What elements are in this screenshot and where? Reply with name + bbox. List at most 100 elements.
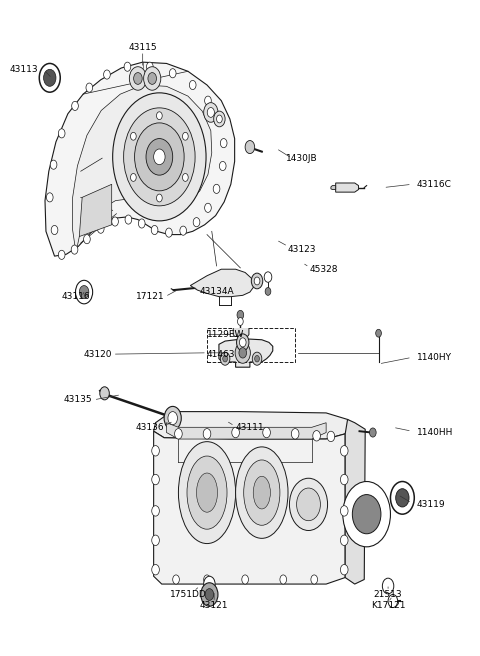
Text: 43115: 43115 [128,43,157,52]
Polygon shape [219,339,273,367]
Circle shape [112,217,119,226]
Bar [207,328,295,362]
Circle shape [175,428,182,439]
Polygon shape [154,411,355,439]
Polygon shape [233,328,249,337]
Circle shape [220,138,227,148]
Circle shape [245,140,255,154]
Text: 43111: 43111 [236,422,264,432]
Circle shape [376,329,382,337]
Circle shape [297,488,321,521]
Circle shape [71,245,78,254]
Text: 41463: 41463 [207,350,236,359]
Polygon shape [331,186,336,190]
Text: 1751DD: 1751DD [169,590,206,599]
Ellipse shape [196,473,217,512]
Circle shape [152,564,159,575]
Circle shape [124,108,195,206]
Circle shape [168,411,178,424]
Circle shape [289,478,327,531]
Circle shape [263,427,270,438]
Circle shape [242,575,249,584]
Ellipse shape [244,460,280,525]
Circle shape [129,67,146,91]
Circle shape [154,149,165,165]
Circle shape [203,428,211,439]
Circle shape [388,594,397,607]
Circle shape [173,575,180,584]
Ellipse shape [187,456,227,529]
Circle shape [39,64,60,92]
Text: 1140HY: 1140HY [417,353,452,362]
Circle shape [340,445,348,456]
Circle shape [235,342,251,363]
Circle shape [343,482,390,547]
Circle shape [164,406,181,430]
Circle shape [151,226,158,235]
Circle shape [239,348,247,358]
Circle shape [169,69,176,78]
Circle shape [237,334,249,351]
Text: 43113: 43113 [9,66,38,75]
Circle shape [340,564,348,575]
Polygon shape [191,269,254,297]
Circle shape [352,495,381,534]
Circle shape [201,583,218,606]
Polygon shape [336,183,359,192]
Circle shape [216,115,222,123]
Text: 43119: 43119 [417,500,445,509]
Polygon shape [79,184,112,237]
Circle shape [193,218,200,227]
Circle shape [219,161,226,171]
Circle shape [340,535,348,546]
Circle shape [146,62,153,72]
Circle shape [311,575,318,584]
Circle shape [232,427,240,438]
Text: 43134A: 43134A [200,287,235,296]
Circle shape [138,219,145,228]
Circle shape [84,235,90,244]
Circle shape [238,318,243,325]
Polygon shape [45,62,235,256]
Text: 21513: 21513 [374,590,402,599]
Text: 43135: 43135 [64,396,93,404]
Circle shape [100,387,109,400]
Circle shape [59,129,65,138]
Circle shape [223,356,228,362]
Circle shape [134,123,184,191]
Circle shape [340,474,348,485]
Circle shape [313,430,321,441]
Circle shape [204,576,215,592]
Circle shape [213,184,220,194]
Circle shape [220,352,230,365]
Circle shape [51,226,58,235]
Circle shape [133,73,142,85]
Text: 43116C: 43116C [417,180,452,189]
Circle shape [144,67,161,91]
Circle shape [75,280,93,304]
Polygon shape [167,422,326,439]
Circle shape [182,133,188,140]
Circle shape [50,160,57,169]
Circle shape [383,578,394,594]
Polygon shape [72,85,212,253]
Text: 43120: 43120 [83,350,112,359]
Circle shape [291,428,299,439]
Text: 43123: 43123 [288,245,316,254]
Circle shape [152,506,159,516]
Circle shape [72,101,78,110]
Circle shape [131,133,136,140]
Circle shape [44,70,56,87]
Circle shape [125,215,132,224]
Text: 17121: 17121 [135,292,164,301]
Circle shape [240,338,246,347]
Circle shape [59,251,65,259]
Circle shape [47,193,53,202]
Text: 1430JB: 1430JB [286,154,317,163]
Text: 43136: 43136 [135,422,164,432]
Circle shape [152,535,159,546]
Text: K17121: K17121 [371,601,405,610]
Text: 43116: 43116 [61,292,90,301]
Circle shape [166,228,172,237]
Text: 45328: 45328 [310,265,338,274]
